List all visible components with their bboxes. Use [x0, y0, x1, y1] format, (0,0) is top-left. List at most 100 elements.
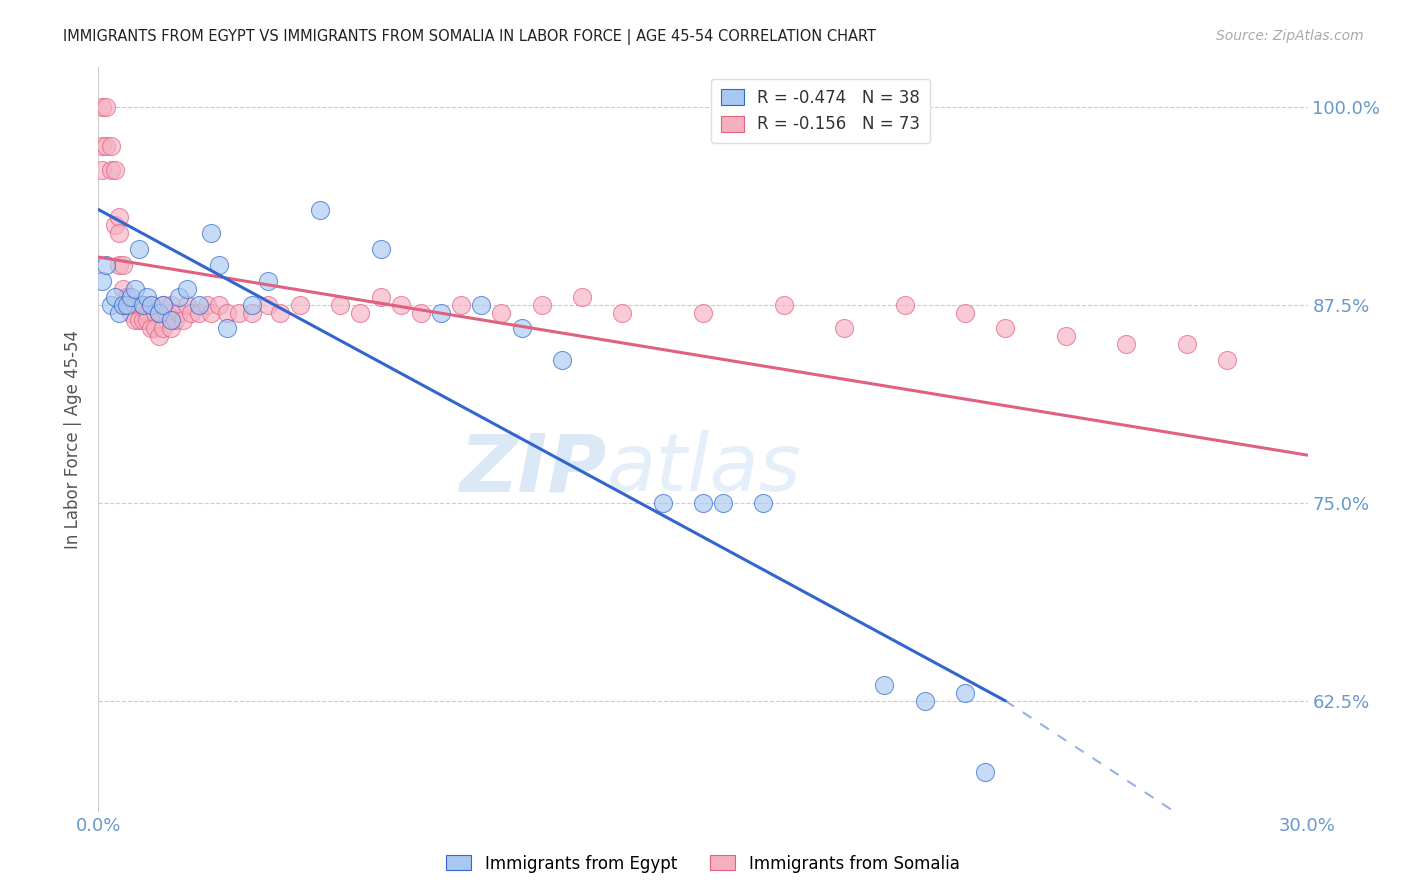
- Point: [974, 765, 997, 780]
- Point: [115, 297, 138, 311]
- Point: [176, 297, 198, 311]
- Point: [470, 297, 492, 311]
- Legend: Immigrants from Egypt, Immigrants from Somalia: Immigrants from Egypt, Immigrants from S…: [440, 848, 966, 880]
- Point: [1216, 353, 1239, 368]
- Point: [152, 297, 174, 311]
- Point: [240, 305, 263, 319]
- Point: [160, 321, 183, 335]
- Point: [111, 258, 134, 272]
- Point: [160, 297, 183, 311]
- Point: [91, 162, 114, 177]
- Point: [409, 305, 432, 319]
- Point: [143, 305, 166, 319]
- Point: [111, 297, 134, 311]
- Point: [128, 242, 150, 256]
- Point: [148, 329, 170, 343]
- Point: [370, 290, 392, 304]
- Point: [176, 282, 198, 296]
- Point: [156, 305, 179, 319]
- Point: [143, 321, 166, 335]
- Point: [692, 305, 714, 319]
- Point: [240, 297, 263, 311]
- Point: [115, 290, 138, 304]
- Legend: R = -0.474   N = 38, R = -0.156   N = 73: R = -0.474 N = 38, R = -0.156 N = 73: [711, 79, 931, 144]
- Point: [132, 313, 155, 327]
- Point: [128, 297, 150, 311]
- Point: [349, 305, 371, 319]
- Point: [135, 305, 157, 319]
- Text: Source: ZipAtlas.com: Source: ZipAtlas.com: [1216, 29, 1364, 43]
- Point: [139, 321, 162, 335]
- Point: [132, 297, 155, 311]
- Point: [128, 313, 150, 327]
- Point: [430, 305, 453, 319]
- Point: [188, 305, 211, 319]
- Point: [256, 297, 278, 311]
- Point: [217, 305, 239, 319]
- Y-axis label: In Labor Force | Age 45-54: In Labor Force | Age 45-54: [65, 330, 83, 549]
- Point: [711, 496, 734, 510]
- Point: [1115, 337, 1137, 351]
- Point: [208, 297, 231, 311]
- Point: [200, 305, 222, 319]
- Point: [329, 297, 352, 311]
- Point: [389, 297, 412, 311]
- Point: [124, 282, 146, 296]
- Point: [953, 686, 976, 700]
- Point: [651, 496, 673, 510]
- Point: [100, 139, 122, 153]
- Point: [152, 321, 174, 335]
- Point: [510, 321, 533, 335]
- Point: [370, 242, 392, 256]
- Point: [124, 313, 146, 327]
- Point: [148, 305, 170, 319]
- Point: [551, 353, 574, 368]
- Point: [132, 297, 155, 311]
- Point: [96, 99, 118, 113]
- Point: [752, 496, 775, 510]
- Point: [91, 139, 114, 153]
- Point: [120, 290, 142, 304]
- Point: [120, 297, 142, 311]
- Point: [309, 202, 332, 217]
- Point: [269, 305, 291, 319]
- Point: [208, 258, 231, 272]
- Point: [832, 321, 855, 335]
- Point: [107, 258, 129, 272]
- Point: [91, 99, 114, 113]
- Text: atlas: atlas: [606, 430, 801, 508]
- Point: [103, 162, 125, 177]
- Point: [148, 305, 170, 319]
- Point: [135, 290, 157, 304]
- Point: [120, 305, 142, 319]
- Point: [96, 258, 118, 272]
- Point: [1054, 329, 1077, 343]
- Point: [107, 305, 129, 319]
- Point: [96, 139, 118, 153]
- Point: [612, 305, 634, 319]
- Point: [111, 297, 134, 311]
- Point: [152, 297, 174, 311]
- Point: [188, 297, 211, 311]
- Point: [491, 305, 513, 319]
- Point: [91, 274, 114, 288]
- Point: [1175, 337, 1198, 351]
- Point: [450, 297, 472, 311]
- Point: [288, 297, 311, 311]
- Point: [107, 211, 129, 225]
- Point: [103, 219, 125, 233]
- Point: [100, 162, 122, 177]
- Point: [115, 297, 138, 311]
- Point: [139, 297, 162, 311]
- Point: [772, 297, 794, 311]
- Point: [195, 297, 218, 311]
- Point: [914, 694, 936, 708]
- Point: [530, 297, 553, 311]
- Point: [953, 305, 976, 319]
- Point: [163, 313, 186, 327]
- Point: [167, 290, 190, 304]
- Point: [217, 321, 239, 335]
- Point: [124, 297, 146, 311]
- Point: [100, 297, 122, 311]
- Point: [228, 305, 250, 319]
